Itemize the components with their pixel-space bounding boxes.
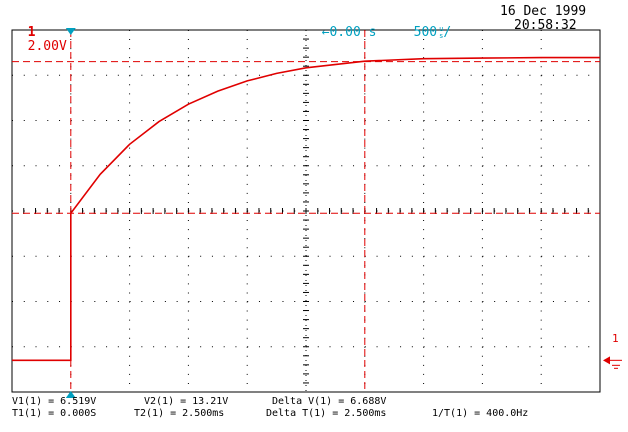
channel-1-trace [12,56,600,362]
time-display: 20:58:32 [514,18,577,33]
timebase-unit-top: u [439,25,444,33]
date-display: 16 Dec 1999 [500,4,587,19]
inv-t-measurement: 1/T(1) = 400.0Hz [432,408,529,419]
channel-scale: 2.00V [27,39,67,54]
delta-v-measurement: Delta V(1) = 6.688V [272,396,387,407]
time-offset-readout[interactable]: ←0.00 s [306,12,377,40]
slash-icon: / [443,25,452,40]
ground-level-icon [603,356,610,365]
channel-number: 1 [27,25,36,40]
waveform-trace [12,56,600,362]
time-offset-value: 0.00 s [329,25,377,40]
timebase-readout[interactable]: 500 u s/ [398,12,452,40]
trigger-marker-icon [65,28,76,35]
timebase-value: 500 [413,25,438,40]
trigger-bottom-marker-icon [65,391,76,398]
graticule [11,29,601,393]
markers [65,28,622,398]
t2-measurement: T2(1) = 2.500ms [134,408,225,419]
delta-t-measurement: Delta T(1) = 2.500ms [266,408,387,419]
t1-measurement: T1(1) = 0.000S [12,408,97,419]
v1-measurement: V1(1) = 6.519V [12,396,97,407]
ground-marker-label: 1 [612,332,619,345]
timebase-unit-bottom: s [439,32,444,40]
v2-measurement: V2(1) = 13.21V [144,396,229,407]
arrow-left-icon: ← [321,25,330,40]
channel-indicator[interactable]: 1 2.00V [12,12,67,54]
